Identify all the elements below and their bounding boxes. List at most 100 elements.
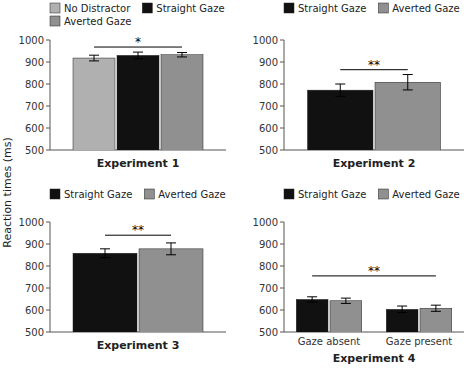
legend-item: Straight Gaze	[284, 3, 366, 14]
bar	[386, 309, 418, 332]
y-tick-label: 500	[259, 327, 278, 338]
legend-item: Straight Gaze	[284, 189, 366, 200]
y-tick-label: 1000	[19, 35, 44, 46]
error-line	[340, 84, 341, 96]
y-tick	[280, 62, 284, 63]
error-bar	[307, 297, 317, 302]
error-cap	[403, 74, 413, 75]
y-tick	[280, 288, 284, 289]
legend-label: Averted Gaze	[392, 3, 459, 14]
y-tick	[46, 266, 50, 267]
legend-swatch	[50, 3, 60, 13]
error-cap	[335, 96, 345, 97]
error-cap	[166, 242, 176, 243]
error-line	[138, 52, 139, 59]
y-tick-label: 900	[259, 57, 278, 68]
y-tick-label: 500	[25, 145, 44, 156]
error-line	[182, 53, 183, 57]
error-cap	[100, 257, 110, 258]
y-tick-label: 1000	[253, 35, 278, 46]
error-cap	[403, 89, 413, 90]
y-tick-label: 700	[259, 283, 278, 294]
y-tick	[280, 244, 284, 245]
y-tick	[280, 40, 284, 41]
y-tick-label: 700	[259, 101, 278, 112]
y-tick-label: 700	[25, 283, 44, 294]
marks	[73, 47, 203, 150]
legend-swatch	[50, 189, 60, 199]
legend: Straight Gaze Averted Gaze	[50, 189, 226, 200]
legend-label: Straight Gaze	[156, 3, 224, 14]
legend-item: Averted Gaze	[378, 189, 459, 200]
y-tick	[46, 150, 50, 151]
error-line	[94, 55, 95, 61]
x-axis-label: Experiment 4	[333, 352, 416, 365]
legend-swatch	[142, 3, 152, 13]
legend-label: Straight Gaze	[64, 189, 132, 200]
legend-item: No Distractor	[50, 3, 131, 14]
error-line	[171, 243, 172, 255]
bar	[296, 299, 328, 332]
y-tick	[280, 332, 284, 333]
error-bar	[100, 249, 110, 258]
error-cap	[431, 311, 441, 312]
error-cap	[307, 302, 317, 303]
legend-label: Averted Gaze	[158, 189, 225, 200]
significance-label: **	[368, 264, 380, 278]
legend-label: No Distractor	[64, 3, 131, 14]
legend: Straight Gaze Averted Gaze	[284, 189, 460, 200]
marks	[308, 70, 441, 150]
y-tick	[280, 222, 284, 223]
bar	[139, 249, 203, 332]
y-tick-label: 900	[259, 239, 278, 250]
panel: 5006007008009001000**Gaze absentGaze pre…	[253, 189, 464, 385]
y-tick-label: 1000	[19, 217, 44, 228]
error-bar	[166, 243, 176, 255]
legend-item: Straight Gaze	[50, 189, 132, 200]
error-line	[435, 305, 436, 311]
y-tick-label: 600	[25, 123, 44, 134]
error-bar	[397, 306, 407, 313]
error-cap	[89, 60, 99, 61]
y-tick-label: 1000	[253, 217, 278, 228]
y-tick	[280, 266, 284, 267]
y-tick	[46, 222, 50, 223]
legend-swatch	[378, 189, 388, 199]
y-tick-label: 800	[259, 261, 278, 272]
error-cap	[431, 305, 441, 306]
error-line	[105, 249, 106, 258]
error-cap	[307, 296, 317, 297]
y-tick	[46, 40, 50, 41]
y-tick	[46, 310, 50, 311]
error-line	[407, 75, 408, 90]
significance-label: *	[135, 35, 141, 49]
legend-swatch	[378, 3, 388, 13]
error-cap	[177, 52, 187, 53]
y-axis-line	[284, 222, 285, 332]
error-cap	[341, 298, 351, 299]
y-axis-label: Reaction times (ms)	[1, 137, 14, 247]
legend-swatch	[144, 189, 154, 199]
legend-label: Straight Gaze	[298, 189, 366, 200]
marks	[73, 235, 203, 332]
bar	[330, 301, 362, 332]
error-line	[345, 298, 346, 303]
legend-swatch	[50, 16, 60, 26]
error-bar	[177, 53, 187, 57]
panel: 5006007008009001000**Experiment 3Straigh…	[19, 189, 226, 385]
legend: Straight Gaze Averted Gaze	[284, 3, 460, 14]
y-tick-label: 800	[25, 79, 44, 90]
bar	[375, 82, 441, 150]
legend-swatch	[284, 3, 294, 13]
legend-label: Straight Gaze	[298, 3, 366, 14]
y-tick-label: 800	[25, 261, 44, 272]
y-tick	[46, 84, 50, 85]
significance-label: **	[368, 58, 380, 72]
bar	[420, 308, 452, 332]
x-axis-label: Experiment 1	[97, 157, 180, 170]
bar	[308, 90, 374, 150]
y-tick	[280, 150, 284, 151]
y-tick-label: 700	[25, 101, 44, 112]
y-tick-label: 600	[25, 305, 44, 316]
y-tick-label: 500	[25, 327, 44, 338]
